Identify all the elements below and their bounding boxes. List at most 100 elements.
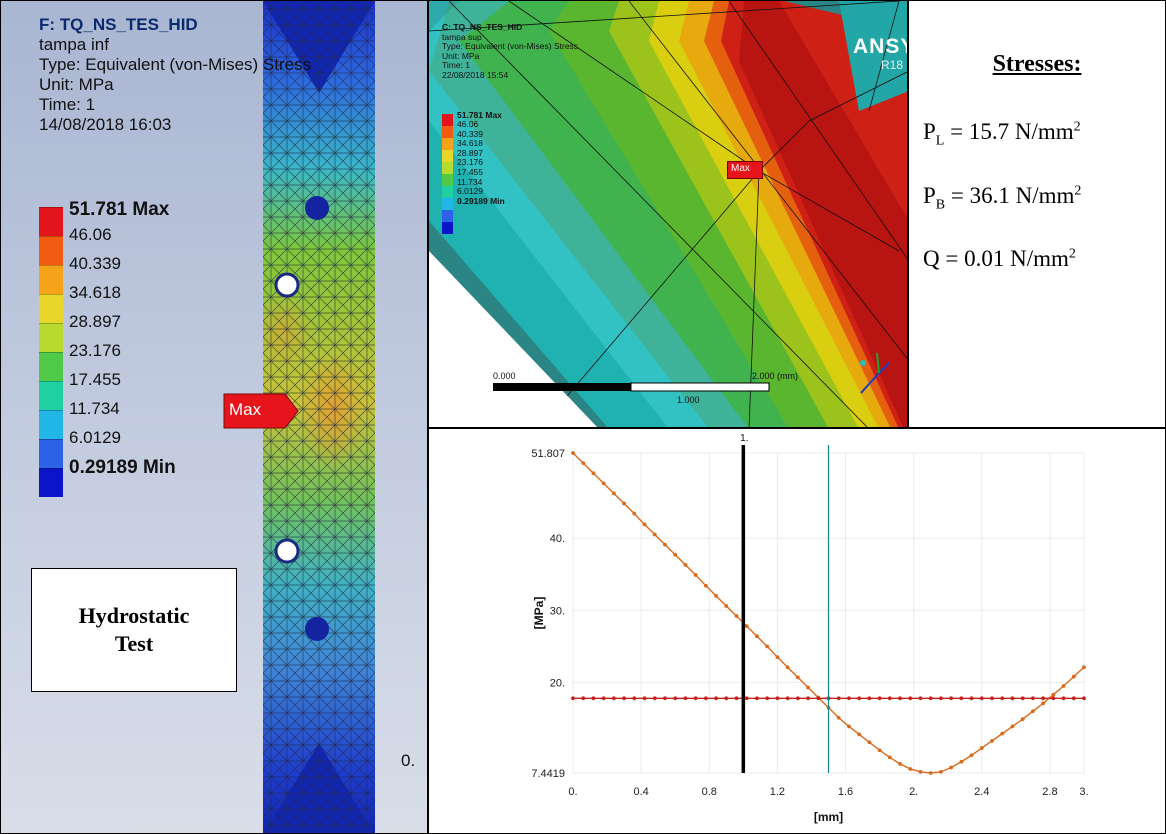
series-point [1010,696,1015,701]
legend-min: 0.29189 Min [69,457,176,478]
legend-swatch [442,126,453,138]
series-point [683,562,688,567]
series-point [898,696,902,701]
series-point [581,696,586,701]
series-point [1082,696,1086,701]
series-point [979,696,984,701]
mid-result-unit: Unit: MPa [442,50,480,61]
series-point [632,511,637,516]
series-point [703,696,708,701]
series-point [755,696,759,701]
legend-swatch [442,186,453,198]
series-point [918,769,923,774]
series-point [918,696,923,701]
series-point [693,573,698,577]
series-point [744,624,749,629]
series-point [571,696,575,701]
series-point [857,732,862,737]
vertical-marker-label: 1. [740,433,748,444]
series-point [642,696,647,701]
series-point [744,696,749,701]
x-tick-label: 3. [1079,786,1088,798]
stresses-panel: Stresses: PL = 15.7 N/mm2 PB = 36.1 N/mm… [908,0,1166,428]
series-point [663,696,667,701]
y-tick-label: 7.4419 [531,768,565,780]
series-point [867,740,872,745]
mid-result-date: 22/08/2018 15:54 [442,69,509,80]
series-point [785,696,790,701]
mid-result-title: C: TQ_NS_TES_HID [442,22,523,32]
y-tick-label: 40. [550,533,565,545]
series-point [652,696,657,701]
series-point [714,593,718,598]
legend-swatch [39,439,63,468]
mid-max-probe-flag: Max [727,161,763,179]
hydro-line-1: Hydrostatic [78,603,190,628]
legend-level: 28.897 [69,312,121,331]
series-point [571,451,575,455]
legend-level: 23.176 [457,157,483,168]
series-point [847,724,851,729]
legend-level: 11.734 [457,176,483,187]
x-tick-label: 0.4 [633,786,648,798]
x-tick-label: 2.4 [974,786,989,798]
mid-result-type: Type: Equivalent (von-Mises) Stress [442,41,579,51]
max-probe-flag [223,393,299,429]
series-point [949,696,954,701]
series-point [1031,696,1035,701]
series-point [642,522,647,527]
series-point [887,755,892,760]
series-point [836,715,841,720]
series-point [1000,696,1005,701]
series-point [1082,665,1086,670]
series-point [969,753,974,758]
series-point [969,696,974,701]
stresses-title: Stresses: [992,51,1082,77]
series-point [795,696,800,701]
legend-level: 23.176 [69,341,121,360]
series-point [816,696,821,701]
series-point [1061,696,1066,701]
legend-level: 11.734 [69,399,120,418]
series-point [795,675,800,680]
series-point [683,696,688,701]
series-point [663,542,667,547]
legend-swatch [39,294,63,323]
x-tick-label: 1.2 [770,786,785,798]
series-point [867,696,872,701]
legend-max: 51.781 Max [69,199,170,220]
y-tick-label: 20. [550,677,565,689]
legend-swatch [442,114,453,126]
mid-legend-max: 51.781 Max [457,110,502,120]
legend-swatch [442,198,453,210]
legend-swatch [39,410,63,439]
series-point [611,491,616,496]
legend-level: 17.455 [457,167,483,177]
series-point [836,696,841,701]
y-axis-label: [MPa] [532,597,546,630]
series-point [1051,692,1056,697]
mid-result-time: Time: 1 [442,60,471,70]
series-point [949,765,954,770]
ansys-release: R18 [881,58,904,72]
series-point [765,696,770,701]
legend-swatch [442,222,453,234]
legend-level: 34.618 [69,283,121,302]
scale-mid-label: 1.000 [677,395,700,405]
series-point [857,696,862,701]
legend-swatch [442,174,453,186]
series-point [703,583,708,588]
legend-level: 6.0129 [69,428,121,447]
legend-level: 34.618 [457,138,483,149]
series-point [591,471,596,476]
series-point [898,762,902,766]
series-point [755,634,759,639]
legend-swatch [442,150,453,162]
series-point [601,481,606,486]
series-point [959,696,964,701]
series-point [622,696,626,701]
stress-pb: PB = 36.1 N/mm2 [923,183,1082,213]
hydrostatic-test-box: Hydrostatic Test [31,568,237,692]
series-point [1000,731,1005,736]
series-point [908,767,913,771]
